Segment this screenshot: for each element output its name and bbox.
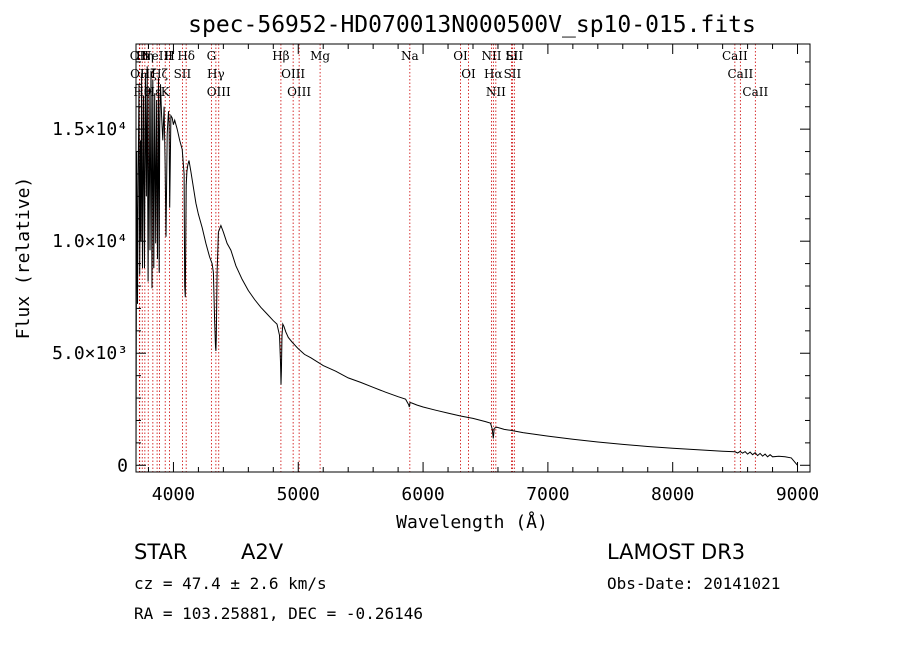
spectral-line-label: G bbox=[207, 49, 217, 63]
object-class: STAR bbox=[134, 540, 187, 564]
spectral-line-label: OIII bbox=[287, 85, 311, 99]
spectral-line-label: OII bbox=[130, 67, 150, 81]
coordinates: RA = 103.25881, DEC = -0.26146 bbox=[134, 604, 423, 623]
y-axis-ticks: 0 5.0×10³ 1.0×10⁴ 1.5×10⁴ bbox=[52, 61, 810, 476]
spectral-line-label: Hη bbox=[136, 49, 154, 63]
y-axis-title: Flux (relative) bbox=[13, 177, 34, 340]
redshift-info: cz = 47.4 ± 2.6 km/s bbox=[134, 574, 327, 593]
spectral-line-label: CaII bbox=[722, 49, 748, 63]
spectral-line-label: NII bbox=[481, 49, 501, 63]
spectral-line-label: Mg bbox=[310, 49, 330, 63]
spectral-line-markers bbox=[138, 44, 756, 472]
plot-frame bbox=[135, 43, 811, 473]
y-tick-label: 1.5×10⁴ bbox=[52, 119, 128, 140]
y-tick-label: 1.0×10⁴ bbox=[52, 231, 128, 252]
spectrum-line bbox=[135, 66, 798, 466]
spectral-line-label: Hζ bbox=[140, 67, 157, 81]
x-tick-label: 8000 bbox=[651, 484, 694, 505]
spectral-line-label: Hδ bbox=[177, 49, 195, 63]
spectral-line-label: OIII bbox=[281, 67, 305, 81]
object-subclass: A2V bbox=[241, 540, 284, 564]
y-tick-label: 5.0×10³ bbox=[52, 343, 128, 364]
survey-name: LAMOST DR3 bbox=[607, 540, 745, 564]
spectral-line-label: NII bbox=[486, 85, 506, 99]
x-axis-title: Wavelength (Å) bbox=[396, 511, 548, 533]
spectral-line-label: Hα bbox=[484, 67, 503, 81]
x-tick-label: 7000 bbox=[526, 484, 569, 505]
spectral-line-label: CaII bbox=[727, 67, 753, 81]
spectral-line-label: CaII bbox=[742, 85, 768, 99]
spectral-line-label: Hβ bbox=[272, 49, 289, 63]
x-tick-label: 9000 bbox=[776, 484, 819, 505]
spectral-line-label: Li bbox=[506, 49, 518, 63]
spectral-line-label: Hγ bbox=[207, 67, 225, 81]
chart-title: spec-56952-HD070013N000500V_sp10-015.fit… bbox=[188, 12, 756, 38]
spectral-line-label: Na bbox=[401, 49, 419, 63]
spectral-line-label: OII bbox=[130, 49, 150, 63]
spectral-line-label: H bbox=[164, 49, 174, 63]
spectral-line-label: OIII bbox=[207, 85, 231, 99]
spectral-line-label: SII bbox=[504, 67, 522, 81]
spectral-line-label: OI bbox=[453, 49, 468, 63]
x-axis-ticks: 4000 5000 6000 7000 8000 9000 bbox=[147, 44, 819, 505]
spectral-line-label: K bbox=[161, 85, 171, 99]
x-tick-label: 5000 bbox=[277, 484, 320, 505]
spectral-line-label: NeIII bbox=[141, 49, 173, 63]
x-tick-label: 6000 bbox=[401, 484, 444, 505]
spectral-line-label: SII bbox=[174, 67, 192, 81]
y-tick-label: 0 bbox=[117, 455, 128, 476]
x-tick-label: 4000 bbox=[152, 484, 195, 505]
spectral-line-label: OI bbox=[461, 67, 476, 81]
obs-date: Obs-Date: 20141021 bbox=[607, 574, 780, 593]
spectral-line-label: Hζ bbox=[151, 67, 168, 81]
spectral-line-label: SII bbox=[505, 49, 523, 63]
